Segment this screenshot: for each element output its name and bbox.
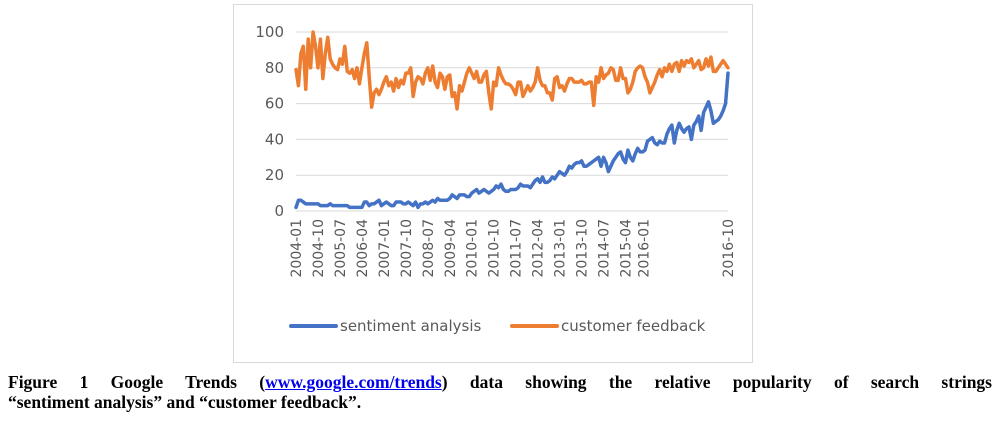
x-tick-label: 2007-01 xyxy=(377,219,393,278)
x-tick-label: 2007-10 xyxy=(399,219,415,278)
x-tick-label: 2004-01 xyxy=(289,219,305,278)
x-tick-label: 2015-04 xyxy=(618,219,634,278)
gridlines xyxy=(296,31,728,212)
y-tick-label: 100 xyxy=(255,23,284,41)
y-tick-label: 40 xyxy=(265,130,284,148)
y-tick-label: 60 xyxy=(265,95,284,113)
x-tick-label: 2012-04 xyxy=(531,219,547,278)
y-tick-label: 0 xyxy=(274,202,284,220)
x-tick-label: 2005-07 xyxy=(333,219,349,278)
series-line-customer-feedback xyxy=(294,30,730,111)
legend: sentiment analysis customer feedback xyxy=(289,317,706,335)
caption-suffix: ) data showing the relative popularity o… xyxy=(441,372,992,392)
x-tick-label: 2006-04 xyxy=(355,219,371,278)
line-chart: 0 20 40 60 80 100 2004-01 2004-10 2005-07 2006-0… xyxy=(255,23,737,335)
legend-label: customer feedback xyxy=(561,317,706,335)
caption-prefix: Figure 1 Google Trends ( xyxy=(8,372,266,392)
google-trends-link[interactable]: www.google.com/trends xyxy=(265,372,442,392)
x-tick-label: 2013-10 xyxy=(575,219,591,278)
x-tick-label: 2010-10 xyxy=(487,219,503,278)
series-line-sentiment-analysis xyxy=(294,71,730,210)
x-tick-label: 2009-04 xyxy=(443,219,459,278)
caption-line-2: “sentiment analysis” and “customer feedb… xyxy=(8,392,362,412)
figure-caption: Figure 1 Google Trends (www.google.com/t… xyxy=(8,372,992,412)
x-tick-label: 2011-07 xyxy=(509,219,525,278)
x-axis-ticks: 2004-01 2004-10 2005-07 2006-04 2007-01 2007-… xyxy=(289,219,737,278)
x-tick-label: 2014-07 xyxy=(597,219,613,278)
y-axis-ticks: 0 20 40 60 80 100 xyxy=(255,23,284,220)
y-tick-label: 80 xyxy=(265,59,284,77)
caption-line-1: Figure 1 Google Trends (www.google.com/t… xyxy=(8,372,992,392)
x-tick-label: 2004-10 xyxy=(311,219,327,278)
x-tick-label: 2008-07 xyxy=(421,219,437,277)
legend-label: sentiment analysis xyxy=(340,317,482,335)
chart-frame: 0 20 40 60 80 100 2004-01 2004-10 2005-07 2006-0… xyxy=(233,4,753,363)
x-tick-label: 2016-10 xyxy=(721,219,737,278)
x-tick-label: 2013-01 xyxy=(553,219,569,278)
series-lines xyxy=(294,30,730,210)
x-tick-label: 2010-01 xyxy=(465,219,481,278)
y-tick-label: 20 xyxy=(265,166,284,184)
x-tick-label: 2016-01 xyxy=(636,219,652,278)
